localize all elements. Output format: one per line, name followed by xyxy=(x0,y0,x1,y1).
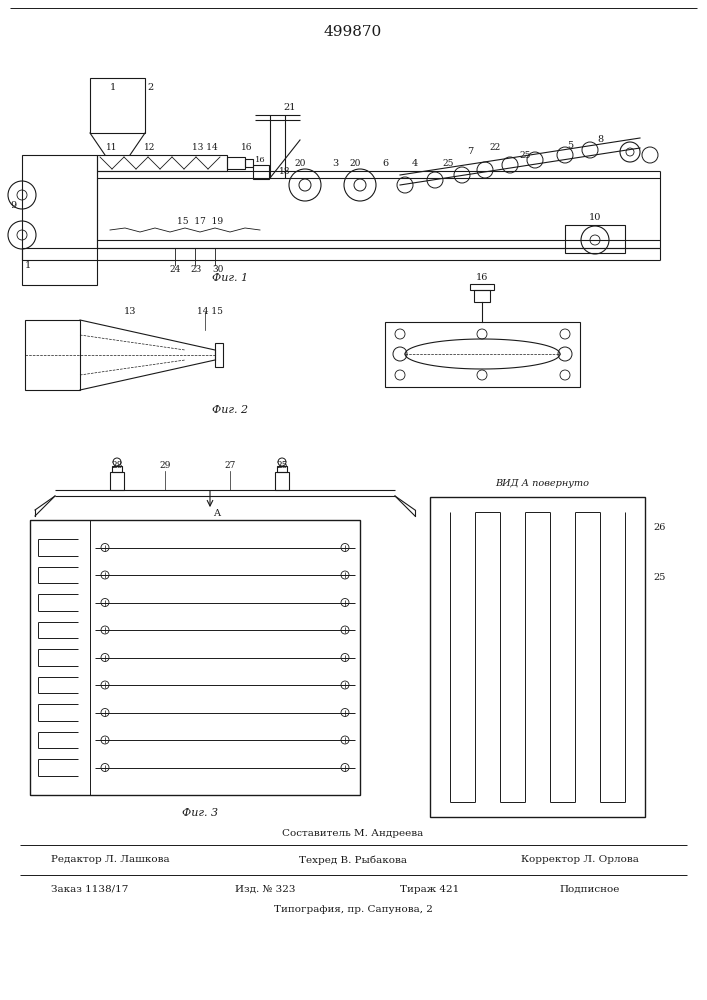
Text: 11: 11 xyxy=(106,143,118,152)
Bar xyxy=(245,159,253,167)
Text: 30: 30 xyxy=(212,265,223,274)
Text: 25: 25 xyxy=(276,460,288,470)
Text: 27: 27 xyxy=(224,460,235,470)
Text: 24: 24 xyxy=(169,265,181,274)
Bar xyxy=(470,284,494,290)
Text: 29: 29 xyxy=(159,460,170,470)
Text: 16: 16 xyxy=(255,156,265,164)
Text: 26: 26 xyxy=(654,522,666,532)
Bar xyxy=(430,497,645,817)
Text: 28: 28 xyxy=(111,460,123,470)
Text: 25: 25 xyxy=(519,150,531,159)
Text: Изд. № 323: Изд. № 323 xyxy=(235,884,296,894)
Text: 14 15: 14 15 xyxy=(197,308,223,316)
Bar xyxy=(22,155,97,285)
Text: 3: 3 xyxy=(332,158,338,167)
Text: 6: 6 xyxy=(382,158,388,167)
Text: 20: 20 xyxy=(349,158,361,167)
Text: 20: 20 xyxy=(294,158,305,167)
Text: Корректор Л. Орлова: Корректор Л. Орлова xyxy=(521,856,639,864)
Bar xyxy=(112,466,122,472)
Text: Тираж 421: Тираж 421 xyxy=(400,884,460,894)
Text: 8: 8 xyxy=(597,135,603,144)
Bar xyxy=(385,322,580,387)
Text: 16: 16 xyxy=(241,143,252,152)
Text: Фиг. 1: Фиг. 1 xyxy=(212,273,248,283)
Text: 16: 16 xyxy=(476,272,489,282)
Bar xyxy=(253,165,269,179)
Text: 13: 13 xyxy=(124,308,136,316)
Bar xyxy=(97,155,227,171)
Text: 7: 7 xyxy=(467,147,473,156)
Bar xyxy=(275,472,289,490)
Text: 23: 23 xyxy=(190,265,201,274)
Text: 9: 9 xyxy=(10,200,16,210)
Text: 22: 22 xyxy=(489,143,501,152)
Text: 25: 25 xyxy=(443,158,454,167)
Bar xyxy=(30,520,360,795)
Text: 1: 1 xyxy=(110,84,116,93)
Text: Техред В. Рыбакова: Техред В. Рыбакова xyxy=(299,855,407,865)
Text: 1: 1 xyxy=(25,260,31,269)
Bar xyxy=(110,472,124,490)
Text: Заказ 1138/17: Заказ 1138/17 xyxy=(52,884,129,894)
Bar xyxy=(215,343,223,367)
Text: 5: 5 xyxy=(567,140,573,149)
Bar xyxy=(565,225,625,253)
Text: Редактор Л. Лашкова: Редактор Л. Лашкова xyxy=(51,856,169,864)
Text: A: A xyxy=(214,508,221,518)
Text: 499870: 499870 xyxy=(324,25,382,39)
Text: Фиг. 2: Фиг. 2 xyxy=(212,405,248,415)
Text: 18: 18 xyxy=(279,167,291,176)
Bar xyxy=(277,466,287,472)
Text: Типография, пр. Сапунова, 2: Типография, пр. Сапунова, 2 xyxy=(274,904,433,914)
Text: 13 14: 13 14 xyxy=(192,143,218,152)
Text: 4: 4 xyxy=(412,158,418,167)
Text: Фиг. 3: Фиг. 3 xyxy=(182,808,218,818)
Bar xyxy=(30,520,90,795)
Bar xyxy=(474,290,490,302)
Bar xyxy=(90,78,145,133)
Bar xyxy=(25,320,80,390)
Bar xyxy=(227,157,245,169)
Text: 12: 12 xyxy=(144,143,156,152)
Text: 2: 2 xyxy=(147,84,153,93)
Text: 25: 25 xyxy=(654,572,666,582)
Text: ВИД А повернуто: ВИД А повернуто xyxy=(495,479,589,488)
Text: 10: 10 xyxy=(589,214,601,223)
Text: 15  17  19: 15 17 19 xyxy=(177,218,223,227)
Text: 21: 21 xyxy=(284,104,296,112)
Text: Составитель М. Андреева: Составитель М. Андреева xyxy=(282,828,423,838)
Text: Подписное: Подписное xyxy=(560,884,620,894)
